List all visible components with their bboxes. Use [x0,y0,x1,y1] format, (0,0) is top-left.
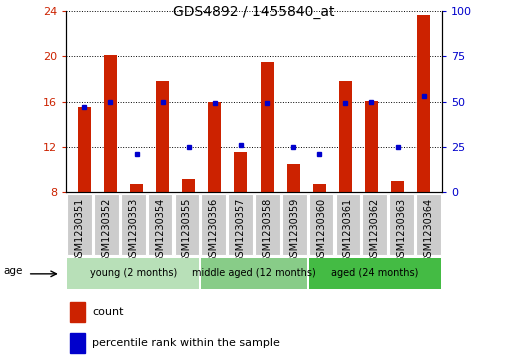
Bar [130,184,143,192]
Text: GSM1230356: GSM1230356 [209,197,219,263]
Bar [309,194,333,255]
Bar [228,194,253,255]
Text: aged (24 months): aged (24 months) [331,268,419,278]
Bar [234,152,247,192]
Text: GSM1230364: GSM1230364 [424,197,433,262]
Bar [287,164,300,192]
Text: GSM1230358: GSM1230358 [263,197,272,263]
Bar [104,55,117,192]
Bar [156,81,169,192]
Text: GSM1230360: GSM1230360 [316,197,326,262]
Text: young (2 months): young (2 months) [89,268,177,278]
Text: age: age [4,266,23,277]
Bar [391,181,404,192]
Bar [389,194,414,255]
Bar [365,101,378,192]
Text: GSM1230357: GSM1230357 [236,197,245,263]
Text: GSM1230363: GSM1230363 [397,197,407,262]
Bar [363,194,387,255]
Bar [67,258,200,289]
Text: GSM1230361: GSM1230361 [343,197,353,262]
Bar [201,258,307,289]
Bar [175,194,199,255]
Text: middle aged (12 months): middle aged (12 months) [192,268,316,278]
Bar [208,102,221,192]
Bar [121,194,145,255]
Text: GSM1230355: GSM1230355 [182,197,192,263]
Text: GSM1230362: GSM1230362 [370,197,380,263]
Text: count: count [92,307,124,317]
Bar [148,194,172,255]
Bar [282,194,307,255]
Bar [201,194,226,255]
Bar [313,184,326,192]
Text: percentile rank within the sample: percentile rank within the sample [92,338,280,348]
Text: GSM1230354: GSM1230354 [155,197,165,263]
Bar [67,194,92,255]
Bar [416,194,441,255]
Text: GSM1230351: GSM1230351 [75,197,84,263]
Bar [70,333,85,353]
Bar [339,81,352,192]
Bar [255,194,280,255]
Bar [336,194,360,255]
Bar [70,302,85,322]
Text: GSM1230353: GSM1230353 [128,197,138,263]
Bar [308,258,441,289]
Bar [261,62,274,192]
Text: GSM1230352: GSM1230352 [101,197,111,263]
Text: GSM1230359: GSM1230359 [289,197,299,263]
Text: GDS4892 / 1455840_at: GDS4892 / 1455840_at [173,5,335,20]
Bar [182,179,195,192]
Bar [417,15,430,192]
Bar [94,194,119,255]
Bar [78,107,91,192]
